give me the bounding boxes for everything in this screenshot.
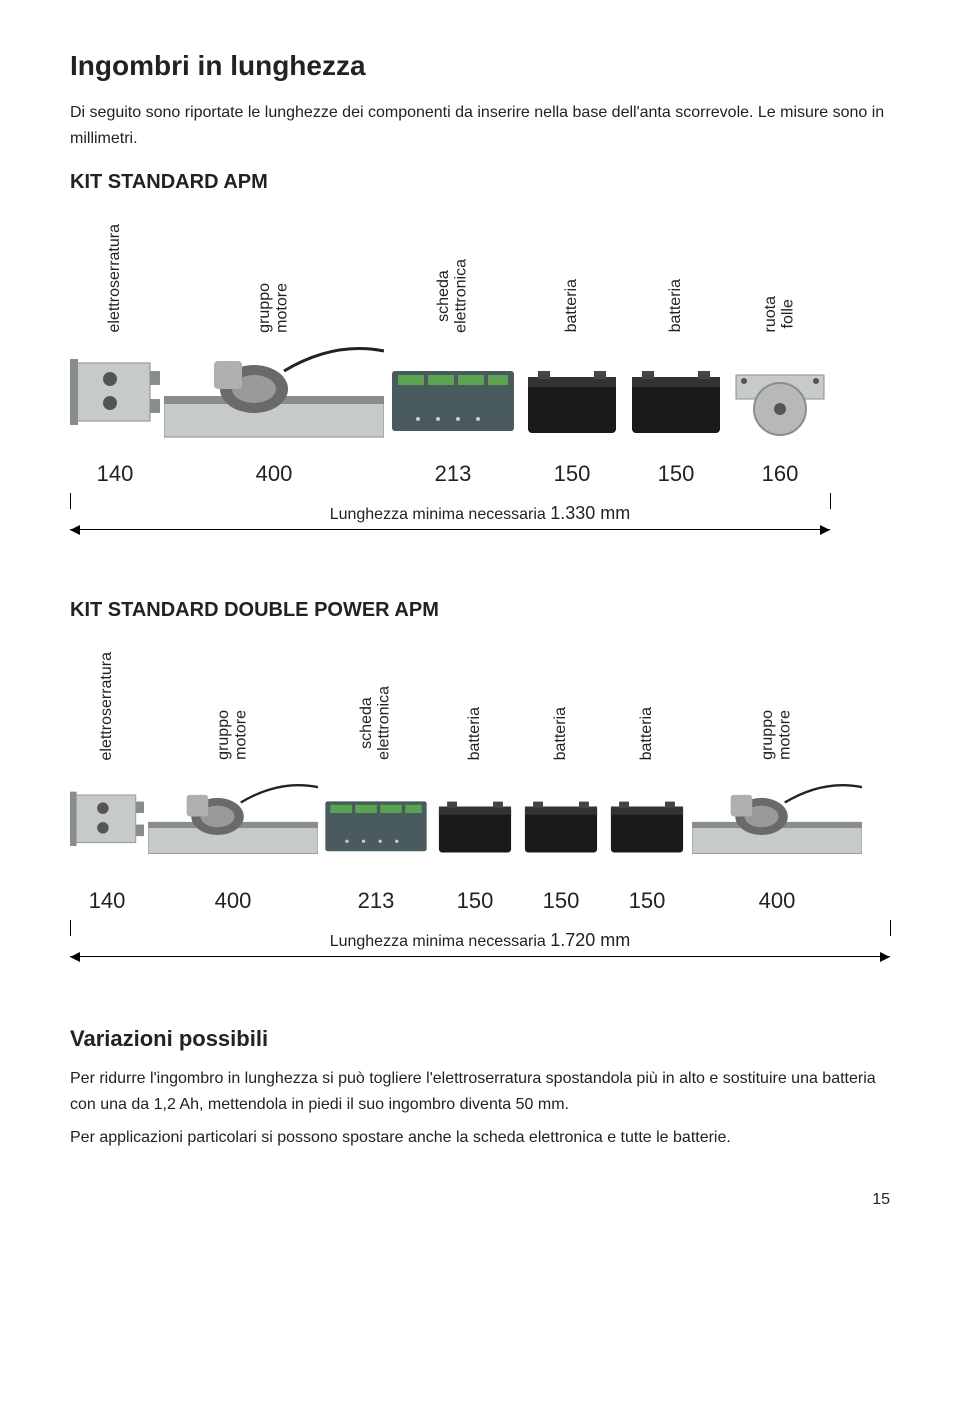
measurement-value: 400 xyxy=(692,888,862,914)
component: batteria xyxy=(522,279,622,440)
measurement-row: 140400213150150160 xyxy=(70,461,890,487)
lock-thumb xyxy=(70,341,160,441)
battery-thumb xyxy=(606,768,688,868)
component: schedaelettronica xyxy=(322,686,430,868)
lock-thumb xyxy=(70,768,144,868)
variations-title: Variazioni possibili xyxy=(70,1026,890,1052)
battery-thumb xyxy=(626,341,726,441)
total-length-text: Lunghezza minima necessaria 1.330 mm xyxy=(70,503,890,524)
component-label: schedaelettronica xyxy=(435,259,470,333)
board-thumb xyxy=(388,341,518,441)
variations-p2: Per applicazioni particolari si possono … xyxy=(70,1125,890,1151)
wheel-thumb xyxy=(730,341,830,441)
component-label: elettroserratura xyxy=(98,652,116,761)
kit-title: KIT STANDARD APM xyxy=(70,171,890,194)
component-label: batteria xyxy=(638,707,656,760)
page-number: 15 xyxy=(70,1191,890,1209)
measurement-value: 150 xyxy=(606,888,688,914)
component: ruotafolle xyxy=(730,296,830,440)
page-title: Ingombri in lunghezza xyxy=(70,50,890,82)
component-row: elettroserratura gruppomotore schedaelet… xyxy=(70,652,890,869)
component: batteria xyxy=(606,707,688,868)
component-label: schedaelettronica xyxy=(358,686,393,760)
motor-thumb xyxy=(164,341,384,441)
component-label: gruppomotore xyxy=(256,283,291,333)
measurement-value: 400 xyxy=(148,888,318,914)
measurement-value: 140 xyxy=(70,888,144,914)
component: gruppomotore xyxy=(692,710,862,868)
component-label: batteria xyxy=(552,707,570,760)
component: gruppomotore xyxy=(164,283,384,441)
component-label: elettroserratura xyxy=(106,224,124,333)
measurement-value: 150 xyxy=(520,888,602,914)
battery-thumb xyxy=(522,341,622,441)
component-label: batteria xyxy=(466,707,484,760)
component-label: gruppomotore xyxy=(759,710,794,760)
motor-thumb xyxy=(148,768,318,868)
component: batteria xyxy=(626,279,726,440)
variations-p1: Per ridurre l'ingombro in lunghezza si p… xyxy=(70,1066,890,1117)
component-label: batteria xyxy=(563,279,581,332)
measurement-value: 160 xyxy=(730,461,830,487)
kit-diagram: KIT STANDARD APM elettroserratura gruppom… xyxy=(70,171,890,549)
battery-thumb xyxy=(520,768,602,868)
motor-thumb xyxy=(692,768,862,868)
kit-title: KIT STANDARD DOUBLE POWER APM xyxy=(70,599,890,622)
component: elettroserratura xyxy=(70,652,144,869)
intro-text: Di seguito sono riportate le lunghezze d… xyxy=(70,100,890,151)
total-length-bar: Lunghezza minima necessaria 1.720 mm xyxy=(70,926,890,976)
measurement-value: 213 xyxy=(388,461,518,487)
measurement-value: 150 xyxy=(434,888,516,914)
measurement-value: 213 xyxy=(322,888,430,914)
component-label: gruppomotore xyxy=(215,710,250,760)
kit-diagram: KIT STANDARD DOUBLE POWER APM elettroserr… xyxy=(70,599,890,977)
total-length-bar: Lunghezza minima necessaria 1.330 mm xyxy=(70,499,890,549)
component: batteria xyxy=(434,707,516,868)
total-length-text: Lunghezza minima necessaria 1.720 mm xyxy=(70,930,890,951)
component: elettroserratura xyxy=(70,224,160,441)
component-label: ruotafolle xyxy=(762,296,797,332)
component: gruppomotore xyxy=(148,710,318,868)
measurement-value: 140 xyxy=(70,461,160,487)
component-label: batteria xyxy=(667,279,685,332)
measurement-row: 140400213150150150400 xyxy=(70,888,890,914)
component-row: elettroserratura gruppomotore schedaelet… xyxy=(70,224,890,441)
measurement-value: 150 xyxy=(522,461,622,487)
measurement-value: 150 xyxy=(626,461,726,487)
battery-thumb xyxy=(434,768,516,868)
component: schedaelettronica xyxy=(388,259,518,441)
component: batteria xyxy=(520,707,602,868)
board-thumb xyxy=(322,768,430,868)
measurement-value: 400 xyxy=(164,461,384,487)
